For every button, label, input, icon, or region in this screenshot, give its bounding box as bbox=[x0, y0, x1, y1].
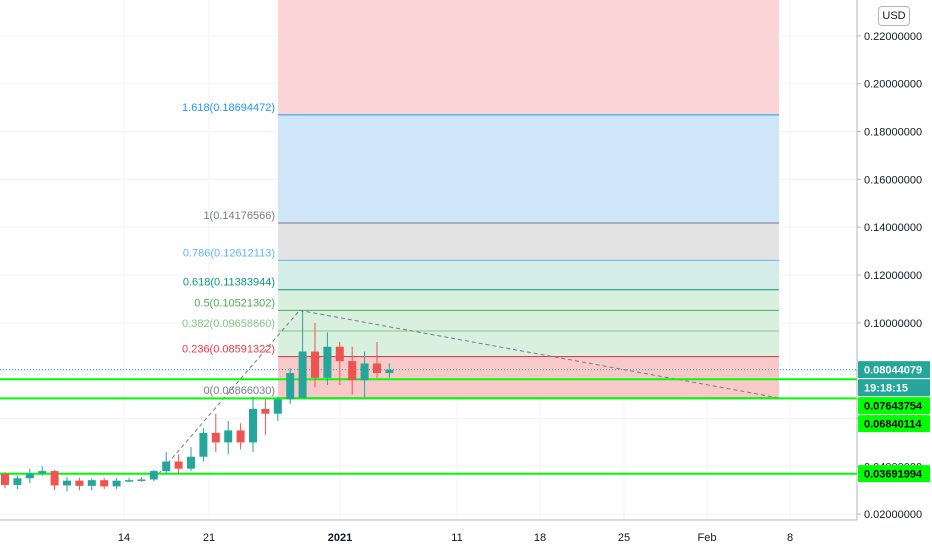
time-axis-label: 18 bbox=[534, 532, 546, 544]
price-axis-label: 0.16000000 bbox=[864, 174, 922, 186]
candle-body bbox=[100, 480, 109, 487]
candle-body bbox=[199, 432, 208, 457]
candle-body bbox=[149, 471, 158, 480]
trend-lines[interactable] bbox=[153, 309, 780, 480]
price-label-text: 19:18:15 bbox=[864, 383, 908, 395]
candle-body bbox=[38, 471, 47, 474]
fib-level-label: 0.5(0.10521302) bbox=[194, 297, 275, 309]
time-axis-label: Feb bbox=[698, 532, 717, 544]
candle-body bbox=[211, 432, 220, 443]
candle-body bbox=[224, 430, 233, 443]
candle-body bbox=[1, 473, 9, 485]
candle-body bbox=[50, 471, 59, 486]
time-axis-bg bbox=[0, 520, 857, 550]
candle-body bbox=[373, 363, 381, 374]
price-axis-label: 0.12000000 bbox=[864, 270, 922, 282]
price-label-text: 0.03691994 bbox=[864, 469, 923, 481]
candle-body bbox=[249, 408, 257, 443]
time-axis-label: 25 bbox=[618, 532, 630, 544]
price-label-box bbox=[858, 397, 930, 415]
price-label-box bbox=[858, 465, 930, 483]
candle-body bbox=[385, 369, 394, 374]
price-axis-label: 0.14000000 bbox=[864, 222, 922, 234]
candle-body bbox=[236, 430, 245, 443]
candle-body bbox=[174, 461, 183, 469]
candle-body bbox=[187, 456, 195, 469]
price-labels: 0.08044079 19:18:15 0.07643754 0.06840114 0.… bbox=[858, 361, 930, 483]
candlestick-series bbox=[1, 310, 394, 492]
candle-body bbox=[112, 480, 121, 487]
candle-body bbox=[75, 480, 84, 486]
fib-zone bbox=[278, 222, 779, 261]
candle-body bbox=[125, 480, 133, 482]
fibonacci-zones bbox=[278, 0, 779, 398]
candle-body bbox=[298, 351, 307, 398]
price-axis-label: 0.18000000 bbox=[864, 127, 922, 139]
fib-level-label: 1.618(0.18694472) bbox=[182, 102, 275, 114]
fib-level-label: 0.382(0.09658660) bbox=[182, 318, 275, 330]
price-label-box bbox=[858, 415, 930, 433]
price-axis-label: 0.20000000 bbox=[864, 79, 922, 91]
candle-body bbox=[286, 373, 295, 400]
fib-zone bbox=[278, 114, 779, 223]
candle-body bbox=[323, 346, 332, 378]
candle-body bbox=[162, 461, 171, 472]
price-label-text: 0.07643754 bbox=[864, 401, 923, 413]
time-axis-label: 14 bbox=[118, 532, 130, 544]
time-axis-label: 2021 bbox=[328, 532, 352, 544]
time-axis-label: 21 bbox=[203, 532, 215, 544]
price-axis-label: 0.10000000 bbox=[864, 318, 922, 330]
time-axis-label: 8 bbox=[787, 532, 793, 544]
fib-zone bbox=[278, 260, 779, 290]
fib-level-label: 0.618(0.11383944) bbox=[183, 277, 275, 289]
candle-body bbox=[348, 361, 357, 381]
support-lines[interactable] bbox=[0, 369, 857, 475]
price-axis-label: 0.22000000 bbox=[864, 31, 922, 43]
fib-zone bbox=[278, 0, 779, 115]
trend-line-up bbox=[153, 310, 300, 480]
time-axis-label: 11 bbox=[451, 532, 462, 544]
fib-level-label: 0.786(0.12612113) bbox=[183, 247, 275, 259]
price-axis-label: 0.02000000 bbox=[864, 509, 922, 521]
candle-body bbox=[311, 351, 319, 378]
fib-zone bbox=[278, 289, 779, 357]
candle-body bbox=[63, 480, 71, 486]
candle-body bbox=[335, 346, 344, 362]
candle-body bbox=[273, 399, 282, 414]
candle-body bbox=[87, 480, 96, 486]
price-axis-bg bbox=[857, 0, 932, 550]
price-label-text: 0.06840114 bbox=[864, 419, 922, 431]
price-label-text: 0.08044079 bbox=[864, 365, 922, 377]
price-label-box bbox=[858, 361, 930, 379]
fib-level-label: 1(0.14176566) bbox=[203, 210, 275, 222]
candle-body bbox=[261, 408, 270, 414]
candle-body bbox=[137, 479, 146, 481]
trend-line-down bbox=[299, 309, 780, 399]
candle-body bbox=[360, 363, 369, 381]
fib-level-label: 0.236(0.08591322) bbox=[182, 344, 275, 356]
candle-body bbox=[25, 473, 34, 479]
currency-button[interactable]: USD bbox=[878, 6, 910, 26]
fib-level-label: 0(0.06866030) bbox=[203, 385, 275, 397]
candle-body bbox=[13, 478, 22, 485]
price-label-box bbox=[858, 379, 930, 397]
